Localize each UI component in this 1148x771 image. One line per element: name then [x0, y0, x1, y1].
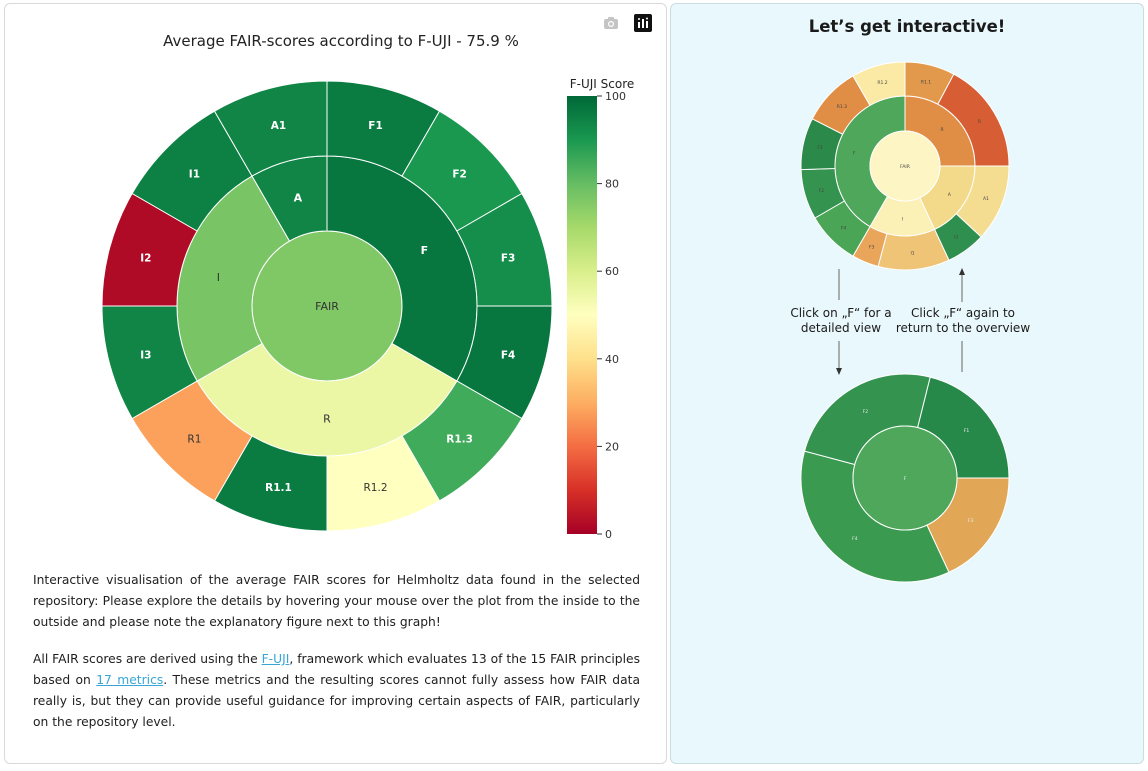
sunburst-label-i1: I1: [189, 168, 200, 180]
note-click-f-again: Click „F“ again to return to the overvie…: [895, 306, 1031, 335]
mini-outer-label-i3: I3: [954, 234, 958, 240]
sunburst-label-r1-2: R1.2: [364, 482, 388, 494]
mini-outer-label-f3: F3: [869, 244, 875, 250]
fuji-link[interactable]: F-UJI: [261, 652, 290, 666]
mini-outer-segment-r1-2: [852, 61, 906, 107]
colorbar: [567, 96, 597, 534]
colorbar-tick-label-80: 80: [605, 178, 619, 191]
explainer-panel: Let’s get interactive! R A I F R1.1 R A1 I3 I1 F3…: [670, 3, 1144, 764]
arrow-down-head: [836, 368, 842, 375]
sunburst-label-i2: I2: [140, 252, 151, 264]
colorbar-title: F-UJI Score: [570, 77, 635, 91]
mini-inner-label-a: A: [948, 192, 952, 198]
sunburst-label-r1: R1: [187, 434, 201, 446]
description-text: . These metrics and the resulting scores…: [33, 673, 640, 729]
chart-title: Average FAIR-scores according to F-UJI -…: [163, 32, 519, 50]
description-text: All FAIR scores are derived using the: [33, 652, 262, 666]
arrow-up-head: [959, 268, 965, 275]
mini-root: [869, 130, 941, 202]
colorbar-tick-label-0: 0: [605, 528, 612, 541]
description-text: , framework which evaluates 13 of the 15…: [33, 652, 640, 687]
mini-inner-label-r: R: [941, 127, 944, 133]
explainer-title: Let’s get interactive!: [808, 17, 1006, 36]
sunburst-root-label: FAIR: [315, 300, 339, 313]
colorbar-tick-label-100: 100: [605, 90, 626, 103]
mini-outer-label-f4: F4: [841, 226, 847, 232]
camera-icon[interactable]: [602, 14, 620, 32]
colorbar-tick-label-60: 60: [605, 265, 619, 278]
mini-outer-label-r1-3: R1.3: [837, 104, 847, 110]
sunburst-label-i: I: [217, 271, 220, 284]
sunburst-label-f1: F1: [368, 120, 382, 132]
chart-panel: Average FAIR-scores according to F-UJI -…: [4, 3, 667, 764]
note-click-f: Click on „F“ for a detailed view: [790, 306, 892, 335]
sunburst-label-f: F: [421, 244, 429, 257]
description-paragraph-1: Interactive visualisation of the average…: [33, 573, 640, 629]
description-paragraph-2: All FAIR scores are derived using the F-…: [33, 649, 640, 733]
mini-inner-label-i: I: [902, 216, 903, 222]
mini-outer-label-r1-2: R1.2: [877, 80, 887, 86]
sunburst-label-i3: I3: [140, 350, 151, 362]
arrows: [836, 268, 965, 375]
mini-outer-label-i1: I1: [910, 251, 914, 257]
sunburst-label-f4: F4: [501, 350, 515, 362]
colorbar-tick-label-20: 20: [605, 440, 619, 453]
mini-outer-label-f1: F1: [817, 145, 823, 151]
sunburst-label-f2: F2: [452, 168, 466, 180]
mini-outer-label-f2: F2: [819, 188, 825, 194]
sunburst-label-r: R: [323, 413, 331, 426]
sunburst-label-a: A: [294, 191, 303, 204]
sunburst-label-f3: F3: [501, 252, 515, 264]
mini-outer-label-a1: A1: [983, 196, 989, 202]
mini-inner-label-f: F: [853, 150, 856, 156]
sunburst-chart[interactable]: Average FAIR-scores according to F-UJI -…: [5, 4, 668, 549]
colorbar-tick-label-40: 40: [605, 353, 619, 366]
sunburst-label-r1-3: R1.3: [446, 434, 473, 446]
sunburst-label-r1-1: R1.1: [265, 482, 292, 494]
mini-outer-label-r1-1: R1.1: [921, 80, 931, 86]
mini-overview-sunburst: R A I F R1.1 R A1 I3 I1 F3 F4 F2 F1 R1.3 R1.2 FAIR: [800, 61, 1010, 271]
sunburst-label-a1: A1: [271, 120, 286, 132]
plotly-logo-icon[interactable]: [634, 14, 652, 32]
metrics-link[interactable]: 17 metrics: [96, 673, 164, 687]
sunburst-segment-a1[interactable]: [213, 80, 328, 177]
mini-outer-label-r: R: [978, 119, 981, 125]
mini-root-label: FAIR: [900, 164, 910, 170]
